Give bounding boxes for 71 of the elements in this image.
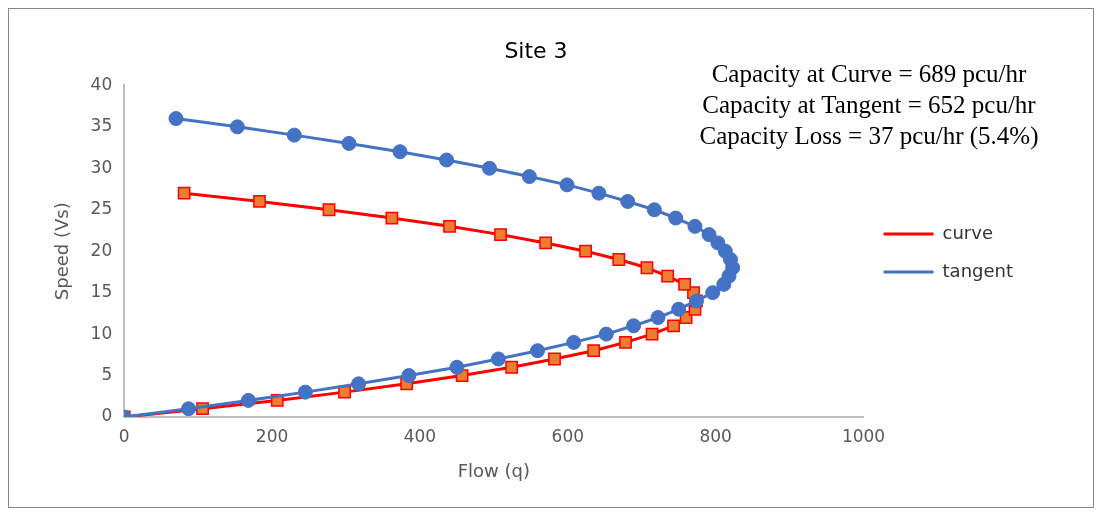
annotation: Capacity at Curve = 689 pcu/hr (711, 59, 1028, 87)
point (253, 195, 266, 208)
point (181, 401, 197, 417)
point (671, 301, 687, 317)
point (626, 318, 642, 334)
point (229, 119, 245, 135)
y-tick-label: 30 (90, 156, 113, 177)
x-tick-label: 800 (699, 425, 732, 446)
point (579, 244, 592, 258)
point (322, 203, 336, 217)
point (701, 227, 717, 243)
point (598, 326, 614, 342)
y-tick-label: 20 (90, 239, 113, 260)
point (678, 277, 692, 291)
point (559, 177, 575, 193)
point (341, 135, 357, 151)
y-tick-label: 0 (101, 405, 113, 426)
x-tick-label: 400 (403, 425, 437, 446)
point (650, 310, 666, 326)
point (668, 210, 684, 226)
point (286, 127, 302, 143)
point (297, 384, 313, 400)
x-tick-label: 600 (551, 425, 585, 446)
point (490, 351, 506, 367)
legend-label: tangent (942, 259, 1014, 281)
point (548, 352, 561, 366)
point (640, 261, 654, 275)
point (401, 368, 417, 384)
point (646, 202, 662, 218)
point (449, 359, 465, 375)
x-tick-label: 200 (255, 425, 289, 446)
point (591, 185, 607, 201)
y-tick-label: 5 (101, 363, 113, 384)
point (687, 218, 703, 234)
y-axis-title: Speed (Vs) (51, 202, 73, 301)
y-tick-label: 10 (90, 322, 113, 343)
y-tick-label: 25 (90, 198, 113, 219)
point (667, 319, 680, 333)
point (443, 219, 456, 233)
point (168, 111, 184, 127)
point (566, 334, 582, 350)
point (710, 235, 726, 251)
point (439, 152, 455, 168)
point (539, 236, 553, 250)
point (351, 376, 367, 392)
point (661, 269, 675, 283)
point (240, 392, 256, 408)
point (521, 169, 537, 185)
point (619, 335, 632, 349)
x-tick-label: 1000 (841, 425, 886, 446)
point (705, 285, 721, 301)
annotation: Capacity Loss = 37 pcu/hr (5.4%) (699, 121, 1039, 150)
chart-title: Site 3 (504, 37, 568, 63)
x-axis-title: Flow (q) (457, 459, 531, 481)
point (645, 327, 659, 341)
point (494, 228, 507, 242)
x-tick-label: 0 (118, 425, 130, 446)
point (392, 144, 408, 160)
point (620, 193, 636, 209)
legend-label: curve (942, 221, 993, 243)
point (587, 344, 601, 358)
point (385, 211, 399, 225)
point (177, 186, 191, 200)
point (530, 343, 545, 359)
point (481, 160, 497, 176)
y-tick-label: 15 (90, 281, 113, 302)
annotation: Capacity at Tangent = 652 pcu/hr (702, 90, 1037, 118)
y-tick-label: 35 (90, 115, 113, 136)
point (505, 360, 519, 374)
point (612, 253, 626, 266)
y-tick-label: 40 (90, 73, 113, 94)
